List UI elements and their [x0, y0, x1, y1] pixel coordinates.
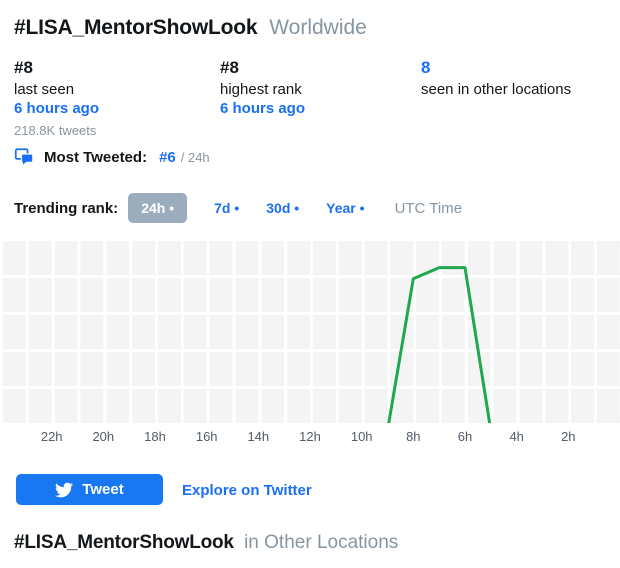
- other-locations-count: 8: [421, 58, 431, 77]
- most-tweeted-period: / 24h: [180, 149, 210, 165]
- x-axis-labels: 22h 20h 18h 16h 14h 12h 10h 8h 6h 4h 2h: [0, 429, 620, 445]
- most-tweeted-row: Most Tweeted: #6 / 24h: [14, 146, 210, 168]
- footer-scope: in Other Locations: [244, 532, 399, 553]
- tab-year[interactable]: Year •: [326, 200, 365, 216]
- highest-rank-value: #8: [220, 58, 239, 77]
- hashtag-title: #LISA_MentorShowLook: [14, 16, 258, 39]
- trend-rank-chart: [0, 238, 620, 423]
- most-tweeted-label: Most Tweeted:: [44, 148, 148, 166]
- highest-rank-label: highest rank: [220, 81, 302, 98]
- twitter-bird-icon: [55, 482, 74, 497]
- other-locations-heading: #LISA_MentorShowLook in Other Locations: [14, 530, 398, 556]
- tab-30d[interactable]: 30d •: [266, 200, 300, 216]
- last-seen-label: last seen: [14, 81, 75, 98]
- trend-line: [387, 266, 492, 423]
- last-seen-rank: #8: [14, 58, 33, 77]
- last-seen-time-link[interactable]: 6 hours ago: [14, 100, 100, 117]
- x-axis-label: 2h: [561, 429, 576, 444]
- footer-hashtag-title: #LISA_MentorShowLook: [14, 532, 234, 553]
- tweet-button[interactable]: Tweet: [16, 474, 163, 505]
- x-axis-label: 16h: [195, 429, 218, 444]
- x-axis-label: 22h: [40, 429, 63, 444]
- utc-time-label: UTC Time: [394, 199, 463, 217]
- highest-rank-time-link[interactable]: 6 hours ago: [220, 100, 306, 117]
- stat-last-seen: #8 last seen 6 hours ago 218.8K tweets: [14, 57, 99, 138]
- page-title: #LISA_MentorShowLook Worldwide: [14, 14, 367, 42]
- chat-bubbles-icon: [14, 147, 34, 167]
- tweet-button-label: Tweet: [82, 481, 124, 498]
- x-axis-label: 4h: [509, 429, 524, 444]
- x-axis-label: 18h: [144, 429, 166, 444]
- tab-7d[interactable]: 7d •: [214, 200, 240, 216]
- x-axis-label: 20h: [92, 429, 115, 444]
- x-axis-label: 10h: [350, 429, 373, 444]
- other-locations-label: seen in other locations: [421, 81, 572, 98]
- most-tweeted-rank-link[interactable]: #6: [159, 148, 176, 166]
- stat-other-locations: 8 seen in other locations: [421, 57, 571, 99]
- trend-line-svg: [387, 266, 492, 423]
- title-scope: Worldwide: [269, 16, 367, 39]
- explore-on-twitter-link[interactable]: Explore on Twitter: [182, 482, 312, 499]
- tab-24h[interactable]: 24h •: [128, 193, 188, 223]
- x-axis-label: 12h: [299, 429, 321, 444]
- x-axis-label: 14h: [247, 429, 270, 444]
- tweet-count: 218.8K tweets: [14, 123, 97, 138]
- stat-highest-rank: #8 highest rank 6 hours ago: [220, 57, 305, 118]
- x-axis-label: 6h: [457, 429, 473, 444]
- trending-rank-row: Trending rank: 24h • 7d • 30d • Year • U…: [14, 193, 462, 223]
- trending-rank-label: Trending rank:: [14, 199, 119, 217]
- x-axis-label: 8h: [406, 429, 421, 444]
